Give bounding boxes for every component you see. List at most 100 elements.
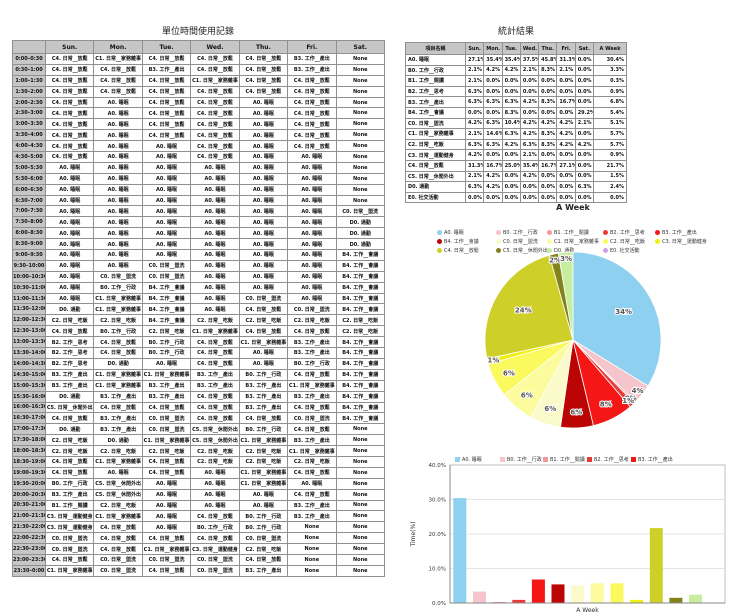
stats-day-value: 6.3% xyxy=(464,181,485,193)
stats-category-label: C1. 日常__家務雜事 xyxy=(405,128,466,140)
stats-day-value: 0.0% xyxy=(556,191,576,204)
record-table-title: 單位時間使用記錄 xyxy=(161,27,234,37)
grid-cell: C4. 日常__放鬆 xyxy=(190,129,240,142)
stats-row: A0. 睡眠 27.1% 35.4% 35.4% 37.5% 45.8% 31.3% 0.0%… xyxy=(405,54,627,66)
grid-cell: A0. 睡眠 xyxy=(190,249,240,261)
grid-cell: None xyxy=(287,564,337,578)
grid-cell: D0. 通勤 xyxy=(335,238,386,251)
legend-swatch-B0 xyxy=(496,229,501,235)
stats-day-value: 8.3% xyxy=(538,96,558,108)
grid-cell: C4. 日常__放鬆 xyxy=(93,532,143,545)
grid-cell: None xyxy=(335,488,386,501)
grid-cell: None xyxy=(335,172,386,185)
grid-cell: A0. 睡眠 xyxy=(287,249,337,261)
grid-cell: C2. 日常__吃飯 xyxy=(44,434,95,447)
grid-cell: B0. 工作__行政 xyxy=(141,336,192,349)
grid-cell: None xyxy=(287,521,337,534)
stats-category-label: E0. 社交活動 xyxy=(405,191,466,204)
stats-day-value: 0.0% xyxy=(519,85,540,98)
grid-cell: C2. 日常__吃飯 xyxy=(287,314,337,327)
grid-row: 23:00–23:30 C4. 日常__放鬆 C0. 日常__盥洗 C0. 日常__盥… xyxy=(12,553,386,566)
stats-day-value: 0.0% xyxy=(519,191,540,204)
stats-header-cell: Fri. xyxy=(556,42,576,55)
stats-category-label: B3. 工作__產出 xyxy=(405,96,466,108)
stats-day-value: 0.0% xyxy=(501,75,521,87)
grid-cell: None xyxy=(335,96,386,109)
grid-cell: A0. 睡眠 xyxy=(190,194,240,207)
bar-C0 xyxy=(571,585,585,603)
grid-cell: C4. 日常__放鬆 xyxy=(238,74,289,87)
stats-day-value: 45.8% xyxy=(538,54,558,66)
grid-cell: C0. 日常__盥洗 xyxy=(93,553,143,566)
grid-cell: C2. 日常__吃飯 xyxy=(287,455,337,468)
stats-day-value: 0.0% xyxy=(501,85,521,98)
legend-swatch-B3 xyxy=(631,456,636,462)
grid-cell: C0. 日常__盥洗 xyxy=(44,543,95,555)
legend-item-C1: C1. 日常__家務雜事 xyxy=(547,228,599,245)
grid-cell: C1. 日常__家務雜事 xyxy=(93,53,143,65)
grid-cell: C4. 日常__放鬆 xyxy=(287,85,337,98)
grid-cell: A0. 睡眠 xyxy=(190,466,240,479)
legend-label: B4. 工作__會議 xyxy=(444,239,479,245)
legend-swatch-B4 xyxy=(437,238,442,244)
grid-cell: A0. 睡眠 xyxy=(287,205,337,218)
stats-category-label: C5. 日常__休閒外出 xyxy=(405,170,466,183)
grid-cell: C2. 日常__吃飯 xyxy=(238,314,289,327)
grid-row: 12:00–12:30 C2. 日常__吃飯 C2. 日常__吃飯 B4. 工作__會… xyxy=(12,314,386,327)
grid-cell: B3. 工作__產出 xyxy=(238,390,289,403)
time-cell: 7:30–8:00 xyxy=(12,216,46,229)
stats-row: E0. 社交活動 0.0% 0.0% 0.0% 0.0% 0.0% 0.0% 0.0% 0.0% xyxy=(405,191,627,204)
time-cell: 11:00–11:30 xyxy=(12,292,46,305)
stats-day-value: 6.3% xyxy=(464,96,485,108)
grid-cell: None xyxy=(335,543,386,555)
grid-cell: A0. 睡眠 xyxy=(93,140,143,153)
stats-row: B3. 工作__產出 6.3% 6.3% 6.3% 4.2% 8.3% 16.7% 0.0% 6… xyxy=(405,96,627,108)
time-cell: 4:00–4:30 xyxy=(12,140,46,153)
grid-cell: B4. 工作__會議 xyxy=(141,303,192,316)
time-cell: 8:30–9:00 xyxy=(12,238,46,251)
time-cell: 13:00–13:30 xyxy=(12,336,46,349)
grid-row: 3:30–4:00 C4. 日常__放鬆 A0. 睡眠 C4. 日常__放鬆 C4. 日… xyxy=(12,129,386,142)
grid-cell: B0. 工作__行政 xyxy=(238,521,289,534)
grid-cell: B3. 工作__產出 xyxy=(238,401,289,414)
grid-cell: None xyxy=(335,53,386,65)
grid-cell: B3. 工作__產出 xyxy=(93,390,143,403)
grid-cell: B3. 工作__產出 xyxy=(287,53,337,65)
grid-row: 11:30–12:00 D0. 通勤 C1. 日常__家務雜事 B4. 工作__會議 A… xyxy=(12,303,386,316)
stats-day-value: 0.0% xyxy=(483,85,503,98)
grid-cell: None xyxy=(335,118,386,131)
grid-cell: B4. 工作__會議 xyxy=(335,368,386,381)
stats-day-value: 2.1% xyxy=(574,117,595,130)
grid-row: 3:00–3:30 C4. 日常__放鬆 A0. 睡眠 C4. 日常__放鬆 C4. 日… xyxy=(12,118,386,131)
grid-cell: C4. 日常__放鬆 xyxy=(44,74,95,87)
grid-cell: B3. 工作__產出 xyxy=(238,379,289,392)
time-cell: 10:30–11:00 xyxy=(12,281,46,294)
grid-cell: C4. 日常__放鬆 xyxy=(44,151,95,163)
grid-cell: C1. 日常__家務雜事 xyxy=(190,325,240,338)
grid-cell: None xyxy=(335,140,386,153)
grid-cell: C4. 日常__放鬆 xyxy=(190,510,240,523)
grid-cell: A0. 睡眠 xyxy=(93,183,143,196)
grid-row: 6:00–6:30 A0. 睡眠 A0. 睡眠 A0. 睡眠 A0. 睡眠 A0. 睡眠 A… xyxy=(12,183,386,196)
stats-row: C2. 日常__吃飯 6.3% 6.3% 4.2% 6.3% 8.3% 4.2% 4.2% 5.… xyxy=(405,138,627,151)
stats-day-value: 0.0% xyxy=(574,191,595,204)
grid-day-header: Sun. xyxy=(44,40,95,54)
grid-cell: C2. 日常__吃飯 xyxy=(141,445,192,457)
bar-C5 xyxy=(669,597,683,603)
legend-swatch-A0 xyxy=(455,456,460,462)
legend-swatch-A0 xyxy=(437,229,442,235)
grid-cell: C4. 日常__放鬆 xyxy=(141,532,192,545)
grid-cell: A0. 睡眠 xyxy=(238,183,289,196)
grid-cell: C0. 日常__盥洗 xyxy=(190,564,240,578)
pie-slice-percent-D0: 3% xyxy=(560,255,572,263)
stats-day-value: 0.0% xyxy=(519,181,540,193)
grid-cell: A0. 睡眠 xyxy=(287,259,337,272)
legend-label: A0. 睡眠 xyxy=(462,457,482,463)
grid-cell: A0. 睡眠 xyxy=(93,129,143,142)
grid-cell: C4. 日常__放鬆 xyxy=(93,336,143,349)
grid-cell: C2. 日常__吃飯 xyxy=(335,314,386,327)
grid-row: 2:00–2:30 C4. 日常__放鬆 A0. 睡眠 C4. 日常__放鬆 C4. 日… xyxy=(12,96,386,109)
grid-cell: A0. 睡眠 xyxy=(141,140,192,153)
stats-row: D0. 通勤 6.3% 4.2% 0.0% 0.0% 0.0% 0.0% 6.3% 2.4% xyxy=(405,181,627,193)
legend-label: B3. 工作__產出 xyxy=(638,457,673,463)
